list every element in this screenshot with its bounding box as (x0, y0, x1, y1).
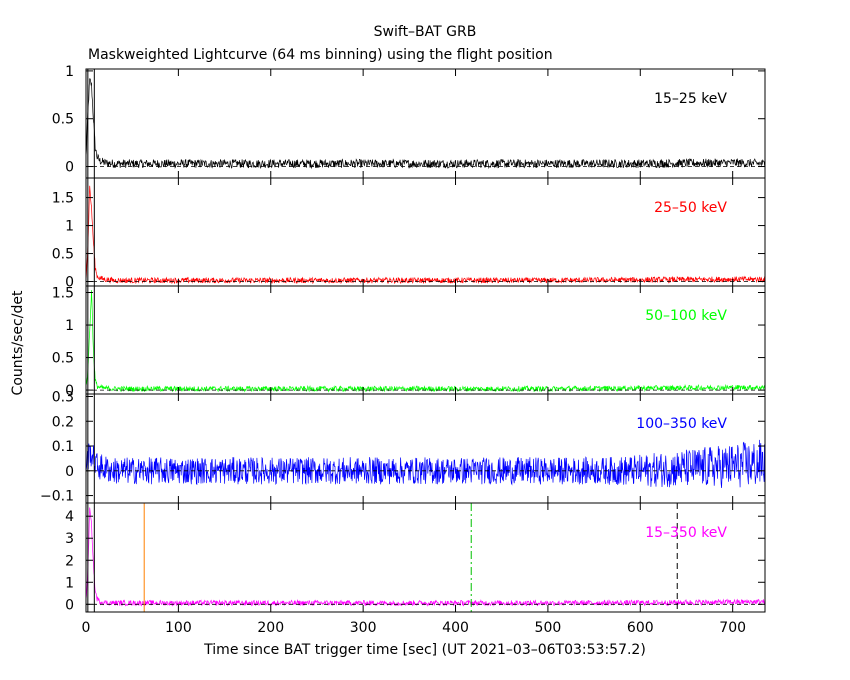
series-line-2 (85, 290, 766, 393)
x-tick-label-4: 400 (442, 620, 469, 636)
x-tick-label-3: 300 (350, 620, 377, 636)
panel-3: −0.1 0 0.1 0.2 0.3 100–350 keV (40, 389, 766, 505)
y-tick-label-2-1: 0.5 (52, 351, 74, 367)
y-tick-label-3-1: 0 (65, 464, 74, 480)
panel-frame-4 (85, 502, 766, 613)
panel-label-2: 50–100 keV (645, 308, 727, 324)
chart-title: Swift–BAT GRB (374, 24, 477, 40)
y-tick-label-0-2: 1 (65, 64, 74, 80)
y-tick-label-1-1: 0.5 (52, 247, 74, 263)
panel-frame-2 (85, 285, 766, 395)
y-tick-label-4-1: 1 (65, 575, 74, 591)
panel-0: 0 0.5 1 15–25 keV (52, 64, 766, 179)
y-tick-label-3-4: 0.3 (52, 389, 74, 405)
y-tick-label-3-0: −0.1 (40, 489, 74, 505)
x-tick-label-2: 200 (257, 620, 284, 636)
y-axis-label: Counts/sec/det (10, 290, 26, 395)
panel-4: 0 1 2 3 4 15–350 keV (65, 502, 766, 613)
y-tick-label-4-4: 4 (65, 509, 74, 525)
series-line-4 (85, 507, 766, 607)
y-tick-label-1-0: 0 (65, 275, 74, 291)
x-tick-label-7: 700 (719, 620, 746, 636)
y-tick-label-0-0: 0 (65, 160, 74, 176)
y-tick-label-4-3: 3 (65, 531, 74, 547)
panel-1: 0 0.5 1 1.5 25–50 keV (52, 177, 766, 291)
y-tick-label-4-0: 0 (65, 597, 74, 613)
y-tick-label-1-3: 1.5 (52, 191, 74, 207)
x-tick-label-6: 600 (627, 620, 654, 636)
y-tick-label-2-3: 1.5 (52, 286, 74, 302)
y-tick-label-3-3: 0.2 (52, 414, 74, 430)
panel-2: 0 0.5 1 1.5 50–100 keV (52, 285, 766, 399)
y-tick-label-2-2: 1 (65, 318, 74, 334)
panel-label-0: 15–25 keV (654, 91, 727, 107)
chart-subtitle: Maskweighted Lightcurve (64 ms binning) … (88, 47, 553, 63)
panel-label-1: 25–50 keV (654, 200, 727, 216)
series-line-3 (85, 439, 766, 489)
y-tick-label-3-2: 0.1 (52, 439, 74, 455)
y-tick-label-1-2: 1 (65, 219, 74, 235)
x-tick-label-0: 0 (82, 620, 91, 636)
y-tick-label-4-2: 2 (65, 553, 74, 569)
series-line-1 (85, 185, 766, 285)
y-tick-label-2-0: 0 (65, 383, 74, 399)
panel-frame-3 (85, 393, 766, 504)
x-tick-label-5: 500 (535, 620, 562, 636)
series-line-0 (85, 78, 766, 170)
y-tick-label-0-1: 0.5 (52, 112, 74, 128)
panels: 0 0.5 1 15–25 keV 0 0.5 1 1.5 25–50 keV 0 0.5 1 1.5 5… (40, 64, 766, 636)
x-tick-label-1: 100 (165, 620, 192, 636)
panel-label-4: 15–350 keV (645, 525, 727, 541)
panel-label-3: 100–350 keV (636, 416, 727, 432)
panel-frame-1 (85, 177, 766, 287)
x-axis-label: Time since BAT trigger time [sec] (UT 20… (203, 642, 646, 658)
